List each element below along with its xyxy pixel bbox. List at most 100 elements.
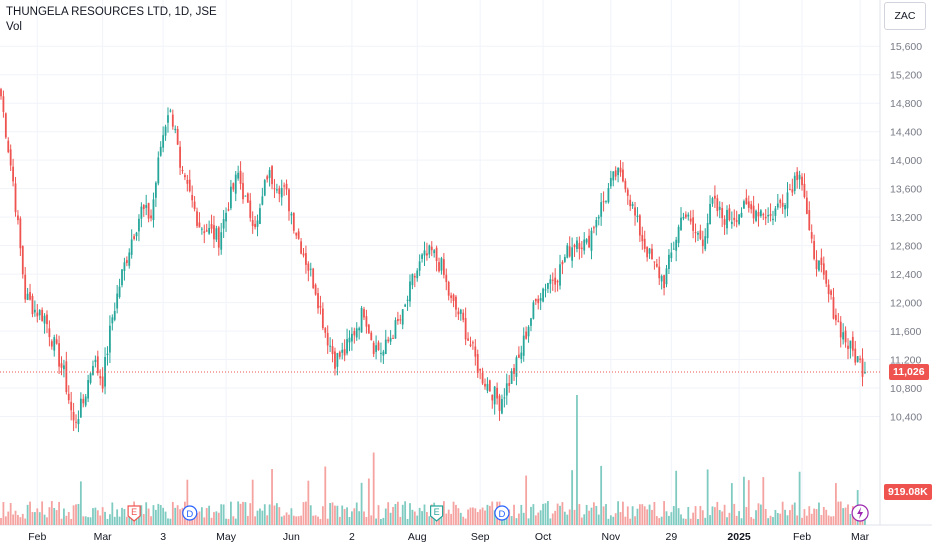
candle[interactable] (232, 183, 235, 190)
candle[interactable] (445, 274, 448, 282)
candle[interactable] (234, 174, 237, 194)
candle[interactable] (341, 349, 344, 353)
volume-bar[interactable] (539, 510, 542, 525)
volume-bar[interactable] (244, 502, 247, 525)
candle[interactable] (351, 333, 353, 342)
candle[interactable] (767, 214, 770, 217)
candle[interactable] (653, 261, 656, 263)
candle[interactable] (79, 398, 82, 418)
candle[interactable] (384, 339, 387, 355)
volume-bar[interactable] (89, 517, 92, 525)
candle[interactable] (663, 275, 665, 289)
volume-bar[interactable] (92, 508, 94, 525)
candle[interactable] (549, 279, 552, 284)
candle[interactable] (309, 268, 312, 270)
candle[interactable] (19, 218, 22, 249)
volume-bar[interactable] (360, 482, 363, 525)
candle[interactable] (605, 200, 607, 202)
candle[interactable] (452, 294, 455, 301)
candle[interactable] (75, 421, 77, 423)
volume-bar[interactable] (334, 505, 336, 525)
candle[interactable] (198, 222, 201, 228)
volume-bar[interactable] (416, 515, 419, 525)
candle[interactable] (63, 365, 65, 370)
candle[interactable] (752, 205, 755, 219)
volume-bar[interactable] (343, 509, 346, 525)
candle[interactable] (837, 320, 840, 322)
candle[interactable] (130, 239, 133, 255)
candle[interactable] (617, 167, 619, 176)
candle[interactable] (759, 210, 762, 216)
volume-bar[interactable] (370, 515, 373, 525)
volume-bar[interactable] (7, 511, 10, 525)
candle[interactable] (176, 128, 179, 145)
candle[interactable] (53, 337, 56, 351)
candle[interactable] (336, 353, 339, 367)
candle[interactable] (196, 211, 198, 226)
volume-bar[interactable] (457, 508, 460, 525)
candle[interactable] (781, 202, 784, 207)
volume-bar[interactable] (82, 516, 85, 525)
candle[interactable] (9, 149, 12, 166)
candle[interactable] (128, 252, 131, 266)
volume-bar[interactable] (450, 513, 453, 525)
candle[interactable] (101, 376, 104, 389)
candle[interactable] (534, 298, 537, 302)
volume-bar[interactable] (428, 516, 431, 525)
candle[interactable] (442, 259, 445, 275)
candle[interactable] (832, 297, 835, 319)
volume-bar[interactable] (818, 502, 820, 525)
candle[interactable] (433, 250, 436, 254)
candle[interactable] (612, 171, 615, 181)
candle[interactable] (416, 270, 419, 279)
volume-bar[interactable] (759, 504, 762, 525)
candle[interactable] (215, 228, 218, 240)
volume-bar[interactable] (767, 518, 770, 525)
candle[interactable] (263, 180, 266, 196)
volume-bar[interactable] (271, 469, 273, 525)
candle[interactable] (527, 326, 530, 337)
volume-bar[interactable] (718, 510, 721, 525)
volume-bar[interactable] (409, 503, 411, 525)
candle[interactable] (123, 262, 126, 271)
volume-bar[interactable] (413, 511, 416, 525)
candle[interactable] (50, 341, 53, 347)
volume-bar[interactable] (472, 507, 474, 525)
candle[interactable] (285, 183, 288, 190)
volume-bar[interactable] (355, 502, 358, 525)
candle[interactable] (757, 212, 760, 217)
candle[interactable] (677, 226, 680, 243)
volume-bar[interactable] (527, 518, 530, 525)
volume-bar[interactable] (372, 452, 375, 525)
volume-bar[interactable] (0, 517, 2, 525)
volume-bar[interactable] (847, 504, 849, 525)
dividend-marker-icon[interactable] (182, 505, 198, 521)
volume-bar[interactable] (481, 507, 484, 525)
candle[interactable] (222, 219, 225, 229)
candle[interactable] (292, 212, 295, 231)
candle[interactable] (803, 183, 806, 198)
volume-bar[interactable] (655, 516, 658, 525)
volume-bar[interactable] (730, 483, 733, 525)
volume-bar[interactable] (537, 512, 540, 525)
volume-bar[interactable] (588, 510, 590, 525)
volume-bar[interactable] (455, 504, 457, 525)
volume-bar[interactable] (213, 512, 215, 525)
candle[interactable] (331, 346, 334, 355)
volume-bar[interactable] (174, 507, 177, 525)
volume-bar[interactable] (636, 508, 639, 525)
volume-bar[interactable] (813, 508, 816, 525)
candle[interactable] (17, 215, 19, 221)
volume-bar[interactable] (2, 502, 5, 525)
volume-bar[interactable] (205, 508, 208, 525)
candle[interactable] (418, 261, 421, 271)
volume-bar[interactable] (140, 505, 143, 525)
volume-bar[interactable] (21, 513, 24, 525)
candle[interactable] (769, 214, 772, 216)
candle[interactable] (784, 205, 786, 210)
candle[interactable] (854, 348, 857, 363)
candle[interactable] (411, 274, 414, 286)
volume-bar[interactable] (67, 512, 70, 525)
candle[interactable] (588, 235, 590, 248)
